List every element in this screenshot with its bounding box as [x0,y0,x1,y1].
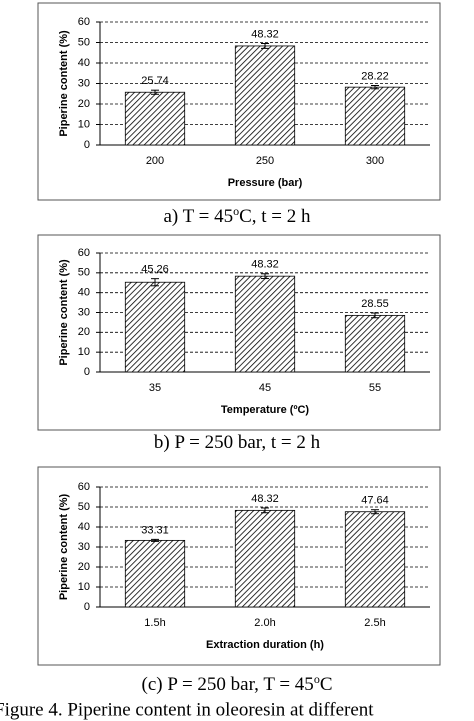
bar [234,45,296,146]
x-axis-title: Extraction duration (h) [206,639,324,651]
bar [124,91,186,146]
value-label: 28.22 [361,70,389,82]
y-tick-label: 20 [78,98,90,110]
y-tick-label: 10 [78,118,90,130]
panel-caption: (c) P = 250 bar, T = 45oC [142,672,333,696]
bar [234,509,296,608]
y-tick-label: 40 [78,57,90,69]
bar [344,86,406,146]
bar [124,281,186,373]
value-label: 25.74 [141,75,169,87]
y-tick-label: 50 [78,36,90,48]
panel-caption: b) P = 250 bar, t = 2 h [154,432,321,453]
value-label: 48.32 [251,259,279,271]
value-label: 48.32 [251,28,279,40]
y-tick-label: 0 [84,601,90,613]
value-label: 45.26 [141,264,169,276]
x-tick-label: 300 [366,155,384,167]
bar [234,275,296,373]
y-tick-label: 50 [78,267,90,279]
x-tick-label: 250 [256,155,274,167]
y-tick-label: 30 [78,306,90,318]
x-tick-label: 2.5h [364,617,385,629]
y-tick-label: 10 [78,346,90,358]
value-label: 47.64 [361,495,389,507]
bar [344,314,406,373]
y-tick-label: 60 [78,481,90,493]
y-tick-label: 30 [78,541,90,553]
y-tick-label: 0 [84,139,90,151]
y-tick-label: 40 [78,521,90,533]
x-tick-label: 45 [259,382,271,394]
value-label: 33.31 [141,524,169,536]
y-tick-label: 60 [78,247,90,259]
caption-post: C, t = 2 h [239,206,311,227]
caption-pre: (c) P = 250 bar, T = 45 [142,674,314,695]
caption-pre: b) P = 250 bar, t = 2 h [154,432,321,453]
y-axis-title: Piperine content (%) [58,30,70,137]
x-tick-label: 200 [146,155,164,167]
value-label: 28.55 [361,298,389,310]
panel-frame [37,2,441,201]
value-label: 48.32 [251,493,279,505]
panel-frame [37,466,441,666]
x-axis-title: Pressure (bar) [228,177,303,189]
x-tick-label: 55 [369,382,381,394]
x-tick-label: 35 [149,382,161,394]
y-tick-label: 20 [78,326,90,338]
caption-pre: a) T = 45 [163,206,233,227]
caption-post: C [320,674,333,695]
x-axis-title: Temperature (ºC) [221,404,309,416]
y-tick-label: 50 [78,501,90,513]
y-axis-title: Piperine content (%) [58,259,70,366]
x-tick-label: 2.0h [254,617,275,629]
panel-frame [37,234,441,431]
y-tick-label: 20 [78,561,90,573]
panel-caption: a) T = 45oC, t = 2 h [163,204,311,228]
y-tick-label: 30 [78,77,90,89]
y-tick-label: 0 [84,366,90,378]
y-tick-label: 40 [78,287,90,299]
y-tick-label: 10 [78,581,90,593]
y-tick-label: 60 [78,16,90,28]
x-tick-label: 1.5h [144,617,165,629]
caption-sup: o [233,204,239,218]
caption-sup: o [314,672,320,686]
y-axis-title: Piperine content (%) [58,493,70,600]
figure-caption: Figure 4. Piperine content in oleoresin … [0,699,374,720]
bar [344,511,406,608]
bar [124,539,186,608]
